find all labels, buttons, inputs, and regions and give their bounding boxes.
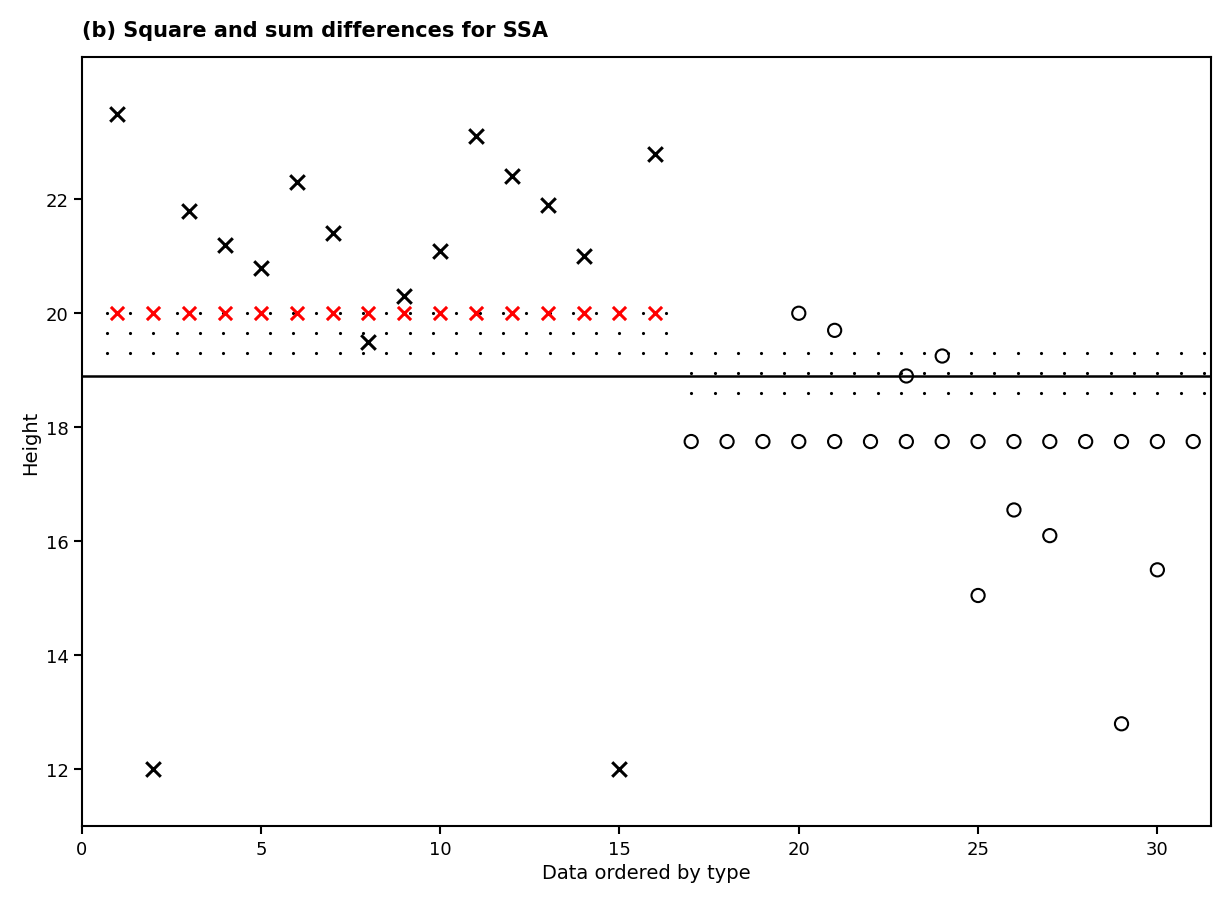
- Point: [180, 204, 200, 219]
- Point: [287, 176, 307, 191]
- Point: [1040, 529, 1060, 544]
- Point: [430, 307, 450, 321]
- Point: [359, 307, 378, 321]
- Point: [1147, 563, 1167, 577]
- Point: [466, 307, 485, 321]
- Point: [574, 250, 594, 265]
- Point: [538, 307, 558, 321]
- Point: [1184, 435, 1204, 450]
- Point: [1076, 435, 1095, 450]
- Point: [180, 307, 200, 321]
- Point: [574, 307, 594, 321]
- Point: [1111, 435, 1131, 450]
- Point: [968, 589, 988, 603]
- Point: [1004, 435, 1024, 450]
- Point: [1147, 435, 1167, 450]
- Point: [824, 435, 844, 450]
- Point: [646, 307, 665, 321]
- Point: [143, 307, 163, 321]
- Point: [430, 244, 450, 258]
- Point: [788, 307, 808, 321]
- Point: [610, 762, 630, 777]
- Text: (b) Square and sum differences for SSA: (b) Square and sum differences for SSA: [81, 21, 547, 41]
- Point: [466, 130, 485, 144]
- Point: [216, 238, 235, 253]
- Point: [143, 762, 163, 777]
- Point: [287, 307, 307, 321]
- Point: [107, 107, 127, 122]
- Point: [251, 261, 271, 275]
- Point: [107, 307, 127, 321]
- Point: [933, 349, 952, 364]
- Point: [538, 199, 558, 213]
- Point: [1004, 503, 1024, 517]
- Point: [897, 369, 917, 384]
- Point: [1111, 717, 1131, 731]
- Point: [753, 435, 772, 450]
- X-axis label: Data ordered by type: Data ordered by type: [542, 863, 750, 882]
- Point: [788, 435, 808, 450]
- Point: [1040, 435, 1060, 450]
- Point: [933, 435, 952, 450]
- Y-axis label: Height: Height: [21, 410, 39, 474]
- Point: [897, 435, 917, 450]
- Point: [323, 227, 342, 241]
- Point: [610, 307, 630, 321]
- Point: [824, 324, 844, 339]
- Point: [503, 307, 522, 321]
- Point: [394, 290, 414, 304]
- Point: [646, 147, 665, 162]
- Point: [717, 435, 737, 450]
- Point: [323, 307, 342, 321]
- Point: [216, 307, 235, 321]
- Point: [359, 335, 378, 349]
- Point: [251, 307, 271, 321]
- Point: [503, 170, 522, 184]
- Point: [861, 435, 881, 450]
- Point: [968, 435, 988, 450]
- Point: [681, 435, 701, 450]
- Point: [394, 307, 414, 321]
